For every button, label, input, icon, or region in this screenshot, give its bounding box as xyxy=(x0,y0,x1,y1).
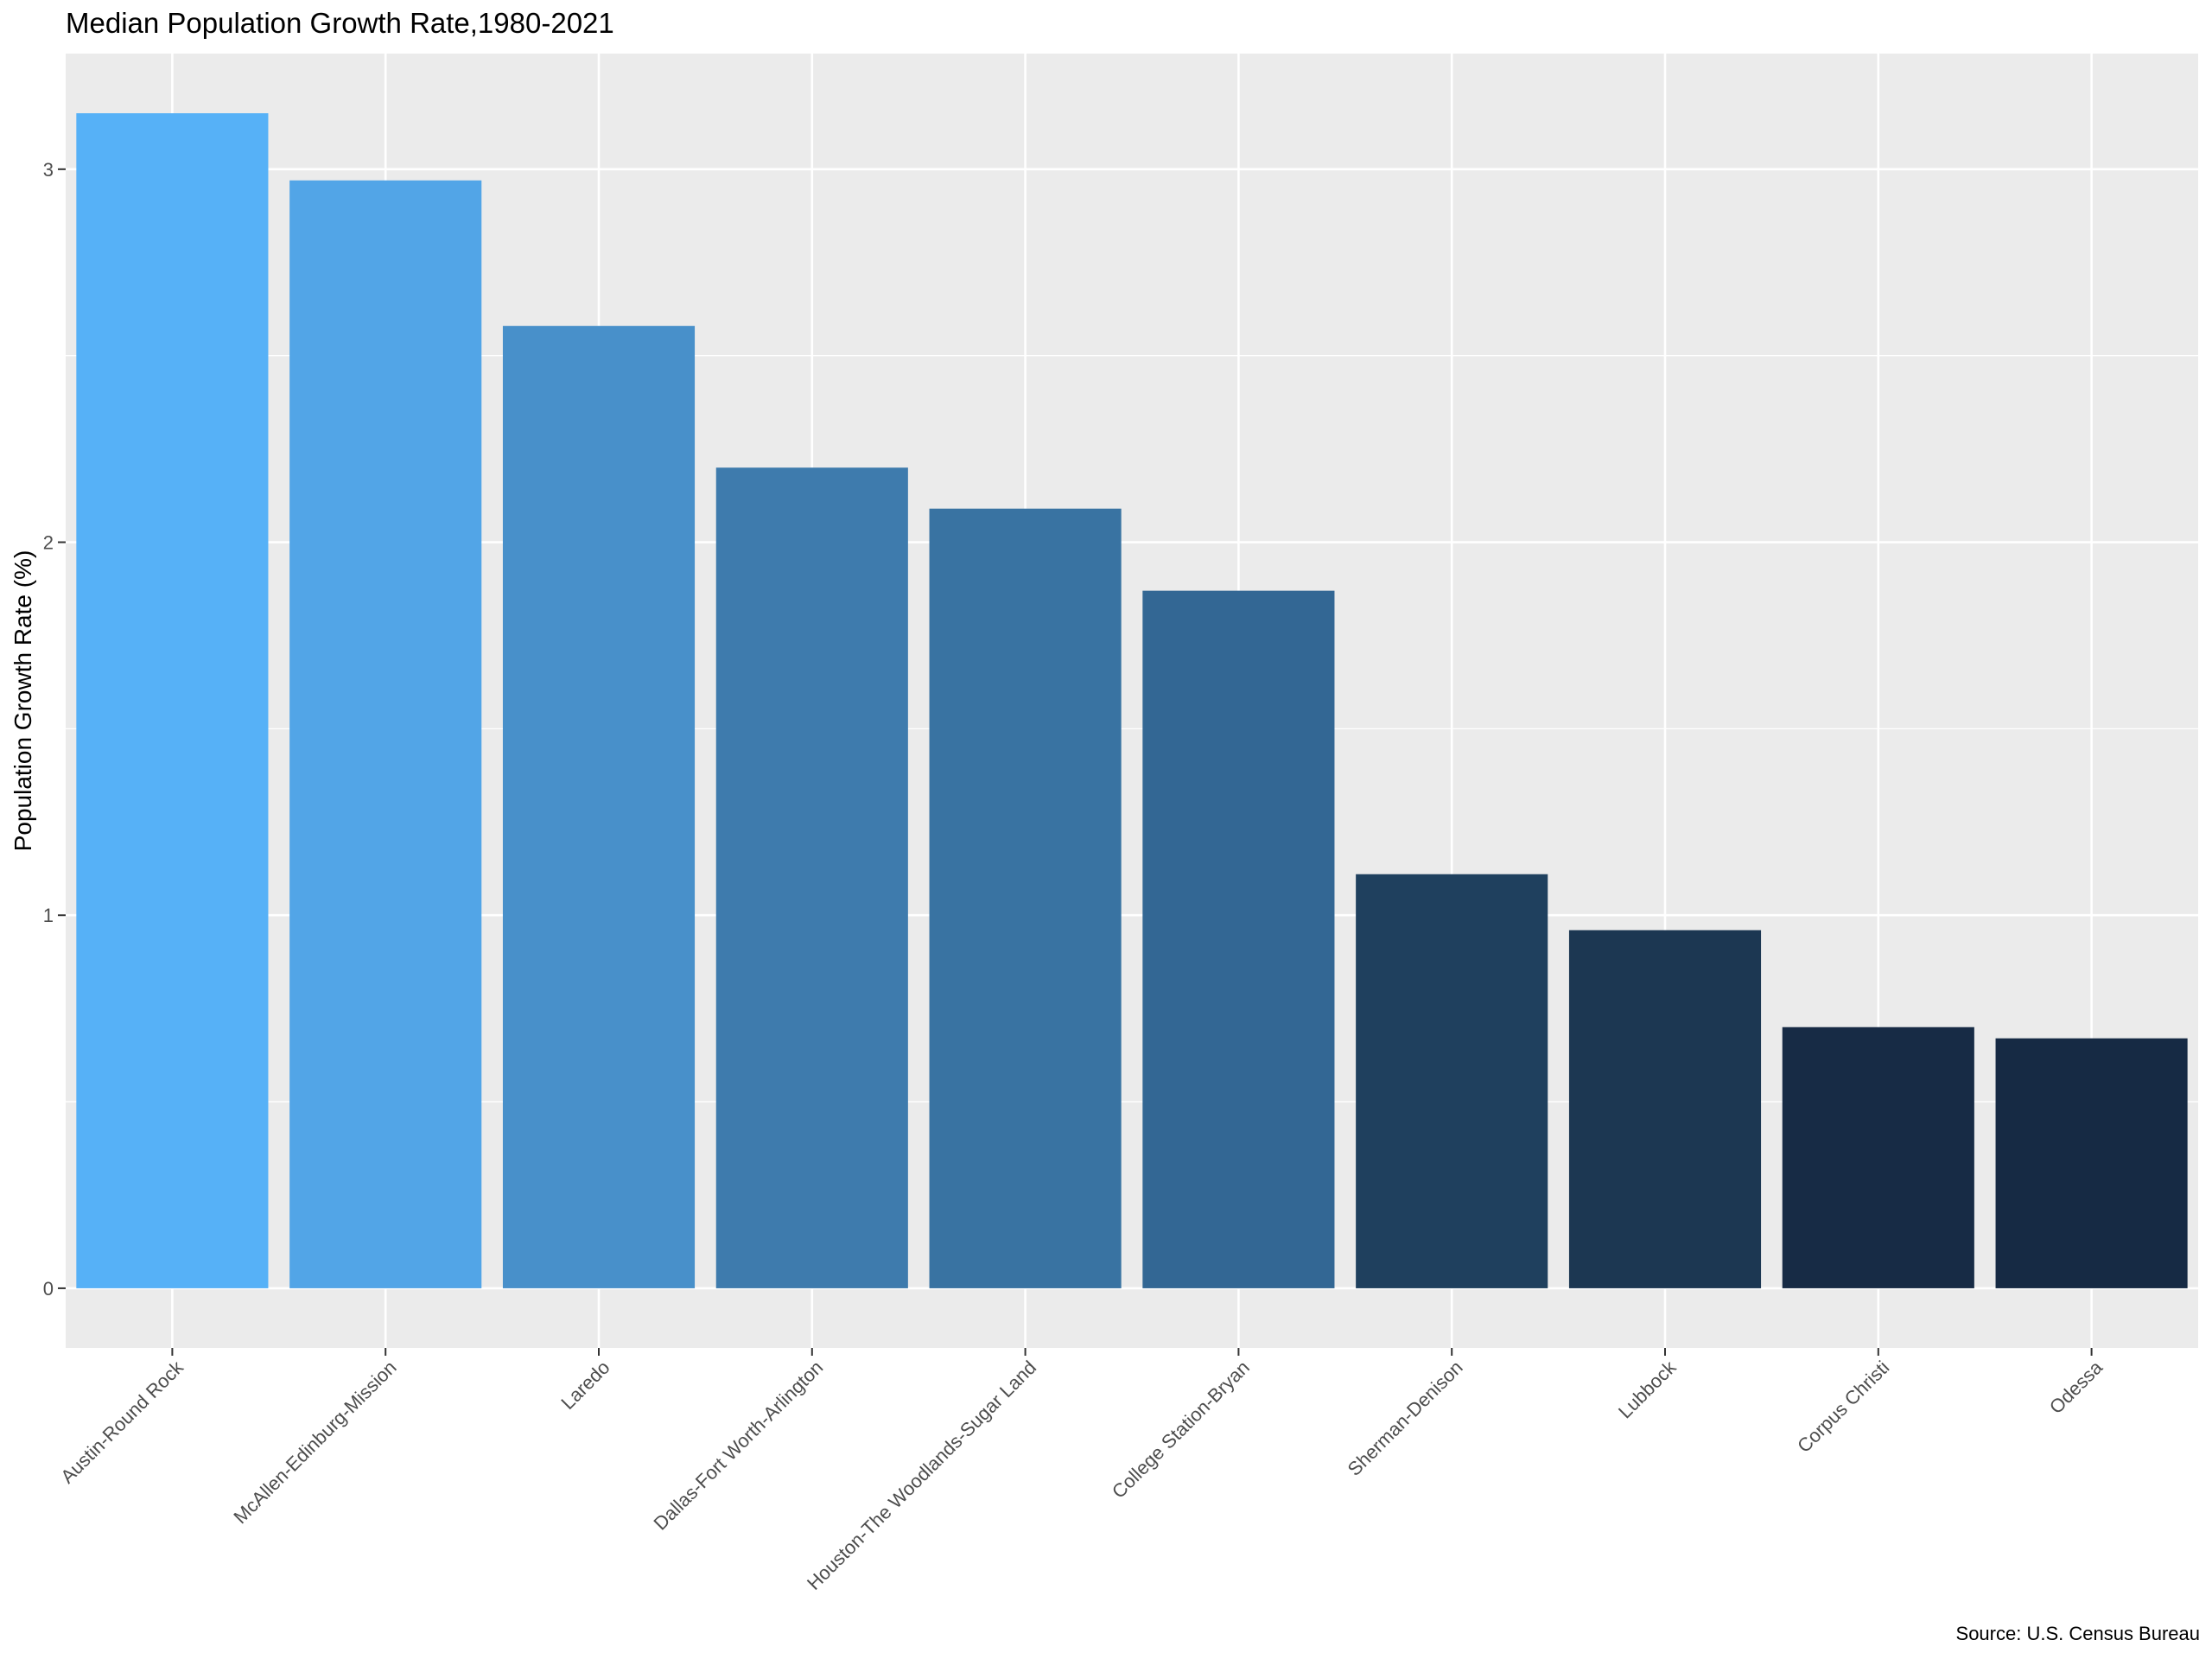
bar xyxy=(1568,930,1762,1288)
bar xyxy=(1995,1038,2188,1288)
bars xyxy=(76,113,2188,1288)
x-tick-label: Austin-Round Rock xyxy=(56,1356,188,1487)
bar xyxy=(289,180,482,1288)
x-axis: Austin-Round Rock McAllen-Edinburg-Missio… xyxy=(56,1348,2107,1594)
x-tick-label: Lubbock xyxy=(1614,1356,1681,1422)
y-tick-label: 2 xyxy=(43,532,54,554)
x-tick-label: Sherman-Denison xyxy=(1344,1357,1467,1480)
y-tick-label: 3 xyxy=(43,159,54,181)
chart-title: Median Population Growth Rate,1980-2021 xyxy=(66,7,614,39)
y-tick-label: 1 xyxy=(43,905,54,926)
x-tick-label: Odessa xyxy=(2045,1356,2107,1418)
bar xyxy=(1356,874,1548,1288)
bar xyxy=(1782,1027,1974,1288)
bar xyxy=(1142,590,1335,1288)
bar xyxy=(502,326,696,1288)
bar xyxy=(76,113,269,1288)
source-caption: Source: U.S. Census Bureau xyxy=(1955,1623,2200,1644)
x-tick-label: College Station-Bryan xyxy=(1108,1357,1254,1503)
x-tick-label: Corpus Christi xyxy=(1793,1357,1893,1457)
x-tick-label: Laredo xyxy=(556,1357,613,1414)
y-axis-title: Population Growth Rate (%) xyxy=(10,550,36,852)
y-tick-label: 0 xyxy=(43,1278,54,1300)
y-axis: 0 1 2 3 xyxy=(43,159,66,1300)
x-tick-label: Houston-The Woodlands-Sugar Land xyxy=(803,1357,1040,1594)
bar xyxy=(929,508,1122,1288)
x-tick-label: Dallas-Fort Worth-Arlington xyxy=(649,1357,827,1535)
bar xyxy=(715,467,908,1288)
x-tick-label: McAllen-Edinburg-Mission xyxy=(229,1357,400,1528)
